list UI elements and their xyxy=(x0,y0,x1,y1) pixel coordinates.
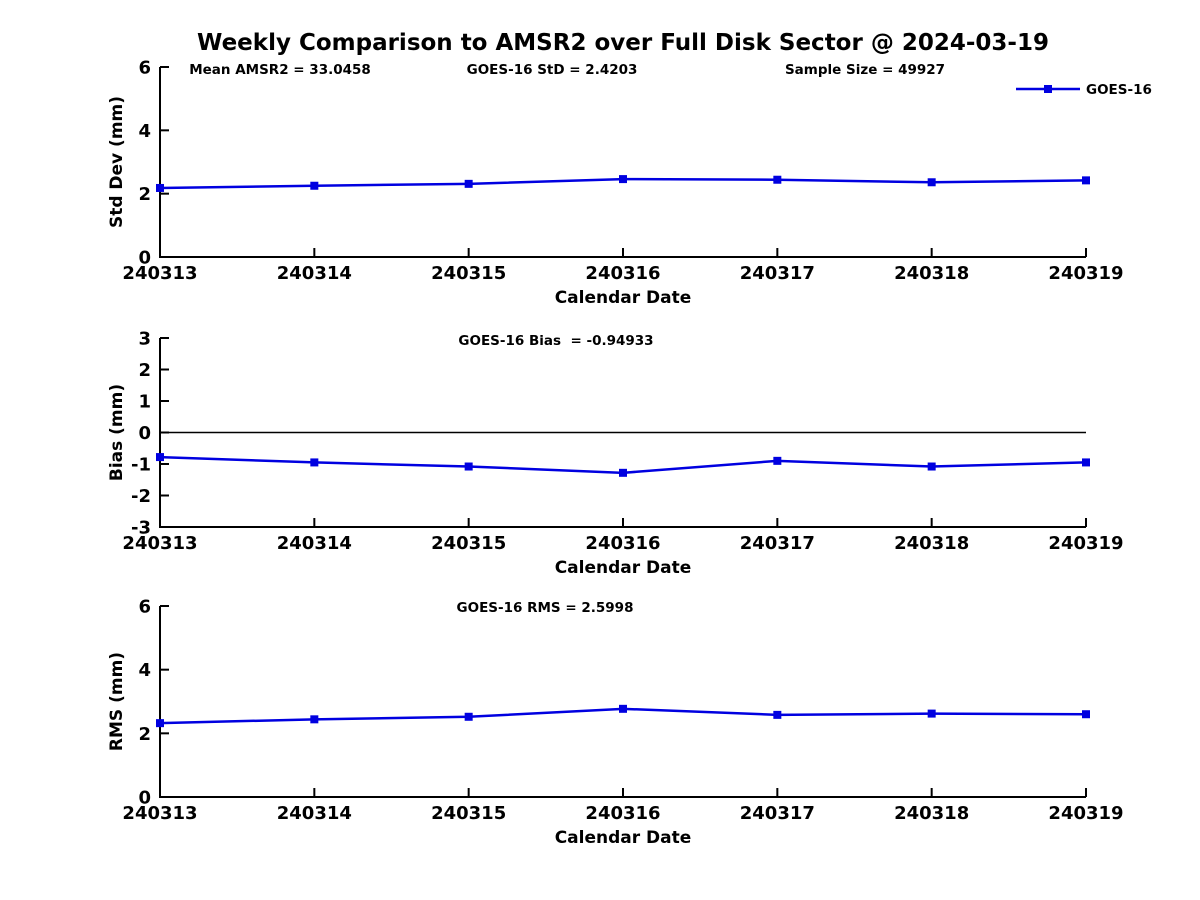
x-tick-label: 240318 xyxy=(894,803,969,824)
figure-title: Weekly Comparison to AMSR2 over Full Dis… xyxy=(197,30,1049,56)
y-tick-label: 2 xyxy=(138,724,151,745)
std-dev-data-point-marker xyxy=(927,178,936,187)
std-dev-annotation: GOES-16 StD = 2.4203 xyxy=(467,62,638,78)
y-tick-label: -2 xyxy=(131,486,151,507)
x-tick-label: 240316 xyxy=(585,803,660,824)
rms-y-axis-label: RMS (mm) xyxy=(107,652,127,751)
y-tick-label: 2 xyxy=(138,360,151,381)
x-tick-label: 240315 xyxy=(431,263,506,284)
std-dev-annotation: Mean AMSR2 = 33.0458 xyxy=(189,62,371,78)
y-tick-label: 4 xyxy=(138,121,151,142)
rms-data-point-marker xyxy=(1082,710,1090,719)
rms-data-point-marker xyxy=(619,704,627,713)
x-tick-label: 240318 xyxy=(894,263,969,284)
std-dev-y-axis-label: Std Dev (mm) xyxy=(107,96,127,228)
std-dev-data-point-marker xyxy=(310,181,319,190)
rms-data-point-marker xyxy=(927,709,936,718)
x-tick-label: 240316 xyxy=(585,533,660,554)
bias-data-point-marker xyxy=(156,453,164,462)
x-tick-label: 240317 xyxy=(740,803,815,824)
rms-data-point-marker xyxy=(310,715,319,724)
bias-data-point-marker xyxy=(310,458,319,467)
std-dev-data-point-marker xyxy=(156,183,164,192)
x-tick-label: 240319 xyxy=(1048,803,1123,824)
std-dev-data-point-marker xyxy=(1082,176,1090,185)
y-tick-label: -1 xyxy=(131,455,151,476)
x-tick-label: 240313 xyxy=(122,803,197,824)
rms-data-point-marker xyxy=(156,719,164,728)
legend-marker xyxy=(1044,85,1052,93)
bias-data-point-marker xyxy=(927,462,936,471)
bias-data-point-marker xyxy=(619,468,627,477)
y-tick-label: 0 xyxy=(138,423,151,444)
bias-data-point-marker xyxy=(1082,458,1090,467)
rms-axes-spine xyxy=(159,606,1086,798)
rms-x-axis-label: Calendar Date xyxy=(555,828,692,848)
legend-label: GOES-16 xyxy=(1086,82,1152,98)
std-dev-data-point-marker xyxy=(464,179,473,188)
y-tick-label: 0 xyxy=(138,788,151,809)
x-tick-label: 240313 xyxy=(122,533,197,554)
y-tick-label: 3 xyxy=(138,329,151,350)
rms-data-point-marker xyxy=(464,712,473,721)
x-tick-label: 240319 xyxy=(1048,263,1123,284)
rms-data-point-marker xyxy=(773,710,782,719)
std-dev-data-point-marker xyxy=(773,175,782,184)
x-tick-label: 240319 xyxy=(1048,533,1123,554)
y-tick-label: 6 xyxy=(138,597,151,618)
x-tick-label: 240313 xyxy=(122,263,197,284)
bias-x-axis-label: Calendar Date xyxy=(555,558,692,578)
x-tick-label: 240315 xyxy=(431,803,506,824)
bias-data-point-marker xyxy=(773,456,782,465)
rms-annotation: GOES-16 RMS = 2.5998 xyxy=(457,600,634,616)
y-tick-label: 0 xyxy=(138,248,151,269)
std-dev-axes-spine xyxy=(159,67,1086,258)
std-dev-x-axis-label: Calendar Date xyxy=(555,288,692,308)
x-tick-label: 240317 xyxy=(740,533,815,554)
x-tick-label: 240315 xyxy=(431,533,506,554)
bias-y-axis-label: Bias (mm) xyxy=(107,384,127,481)
bias-data-point-marker xyxy=(464,462,473,471)
std-dev-annotation: Sample Size = 49927 xyxy=(785,62,945,78)
x-tick-label: 240318 xyxy=(894,533,969,554)
x-tick-label: 240316 xyxy=(585,263,660,284)
x-tick-label: 240314 xyxy=(277,533,352,554)
y-tick-label: -3 xyxy=(131,518,151,539)
x-tick-label: 240314 xyxy=(277,263,352,284)
bias-annotation: GOES-16 Bias = -0.94933 xyxy=(458,333,653,349)
y-tick-label: 4 xyxy=(138,660,151,681)
std-dev-data-point-marker xyxy=(619,175,627,184)
y-tick-label: 1 xyxy=(138,392,151,413)
y-tick-label: 6 xyxy=(138,58,151,79)
x-tick-label: 240314 xyxy=(277,803,352,824)
x-tick-label: 240317 xyxy=(740,263,815,284)
y-tick-label: 2 xyxy=(138,184,151,205)
